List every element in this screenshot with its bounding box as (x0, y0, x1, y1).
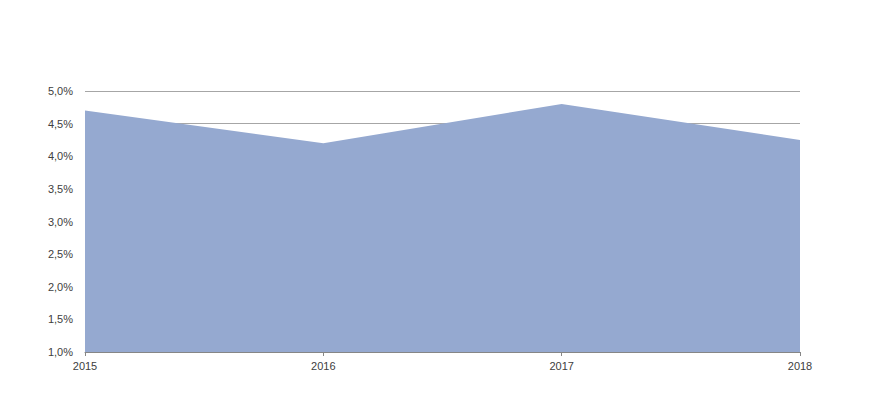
svg-text:2016: 2016 (311, 360, 335, 372)
svg-text:3,5%: 3,5% (48, 183, 73, 195)
svg-text:2018: 2018 (788, 360, 812, 372)
svg-text:2017: 2017 (549, 360, 573, 372)
svg-text:1,0%: 1,0% (48, 346, 73, 358)
svg-text:3,0%: 3,0% (48, 216, 73, 228)
svg-text:2,5%: 2,5% (48, 248, 73, 260)
svg-text:4,5%: 4,5% (48, 118, 73, 130)
svg-text:2,0%: 2,0% (48, 281, 73, 293)
svg-text:1,5%: 1,5% (48, 313, 73, 325)
svg-text:4,0%: 4,0% (48, 150, 73, 162)
svg-text:5,0%: 5,0% (48, 85, 73, 97)
svg-text:2015: 2015 (73, 360, 97, 372)
